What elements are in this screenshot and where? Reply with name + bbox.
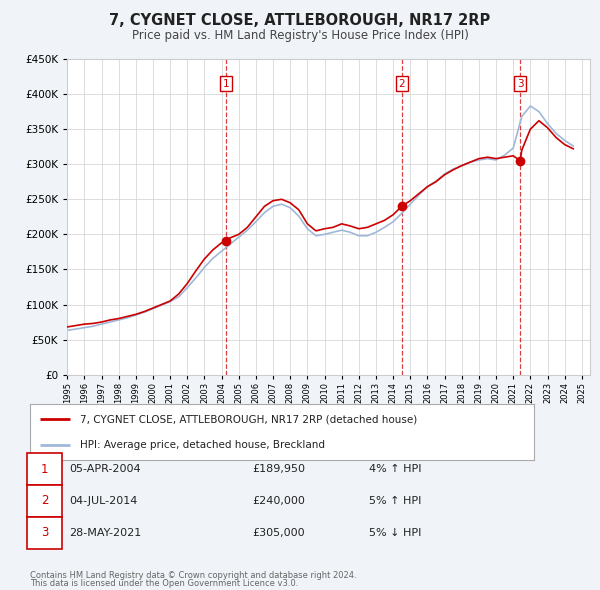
Text: 7, CYGNET CLOSE, ATTLEBOROUGH, NR17 2RP (detached house): 7, CYGNET CLOSE, ATTLEBOROUGH, NR17 2RP … bbox=[80, 414, 418, 424]
Text: 28-MAY-2021: 28-MAY-2021 bbox=[69, 528, 141, 537]
Text: 4% ↑ HPI: 4% ↑ HPI bbox=[369, 464, 421, 474]
Text: 3: 3 bbox=[41, 526, 48, 539]
Text: 3: 3 bbox=[517, 78, 524, 88]
Text: HPI: Average price, detached house, Breckland: HPI: Average price, detached house, Brec… bbox=[80, 440, 325, 450]
Text: 7, CYGNET CLOSE, ATTLEBOROUGH, NR17 2RP: 7, CYGNET CLOSE, ATTLEBOROUGH, NR17 2RP bbox=[109, 13, 491, 28]
Text: 04-JUL-2014: 04-JUL-2014 bbox=[69, 496, 137, 506]
Text: 05-APR-2004: 05-APR-2004 bbox=[69, 464, 140, 474]
Text: £189,950: £189,950 bbox=[252, 464, 305, 474]
Text: 5% ↓ HPI: 5% ↓ HPI bbox=[369, 528, 421, 537]
Text: 2: 2 bbox=[41, 494, 48, 507]
Text: £305,000: £305,000 bbox=[252, 528, 305, 537]
Text: 1: 1 bbox=[41, 463, 48, 476]
Text: 5% ↑ HPI: 5% ↑ HPI bbox=[369, 496, 421, 506]
Text: £240,000: £240,000 bbox=[252, 496, 305, 506]
Text: Contains HM Land Registry data © Crown copyright and database right 2024.: Contains HM Land Registry data © Crown c… bbox=[30, 571, 356, 579]
Text: 1: 1 bbox=[223, 78, 229, 88]
Text: This data is licensed under the Open Government Licence v3.0.: This data is licensed under the Open Gov… bbox=[30, 579, 298, 588]
Text: Price paid vs. HM Land Registry's House Price Index (HPI): Price paid vs. HM Land Registry's House … bbox=[131, 30, 469, 42]
Text: 2: 2 bbox=[398, 78, 405, 88]
